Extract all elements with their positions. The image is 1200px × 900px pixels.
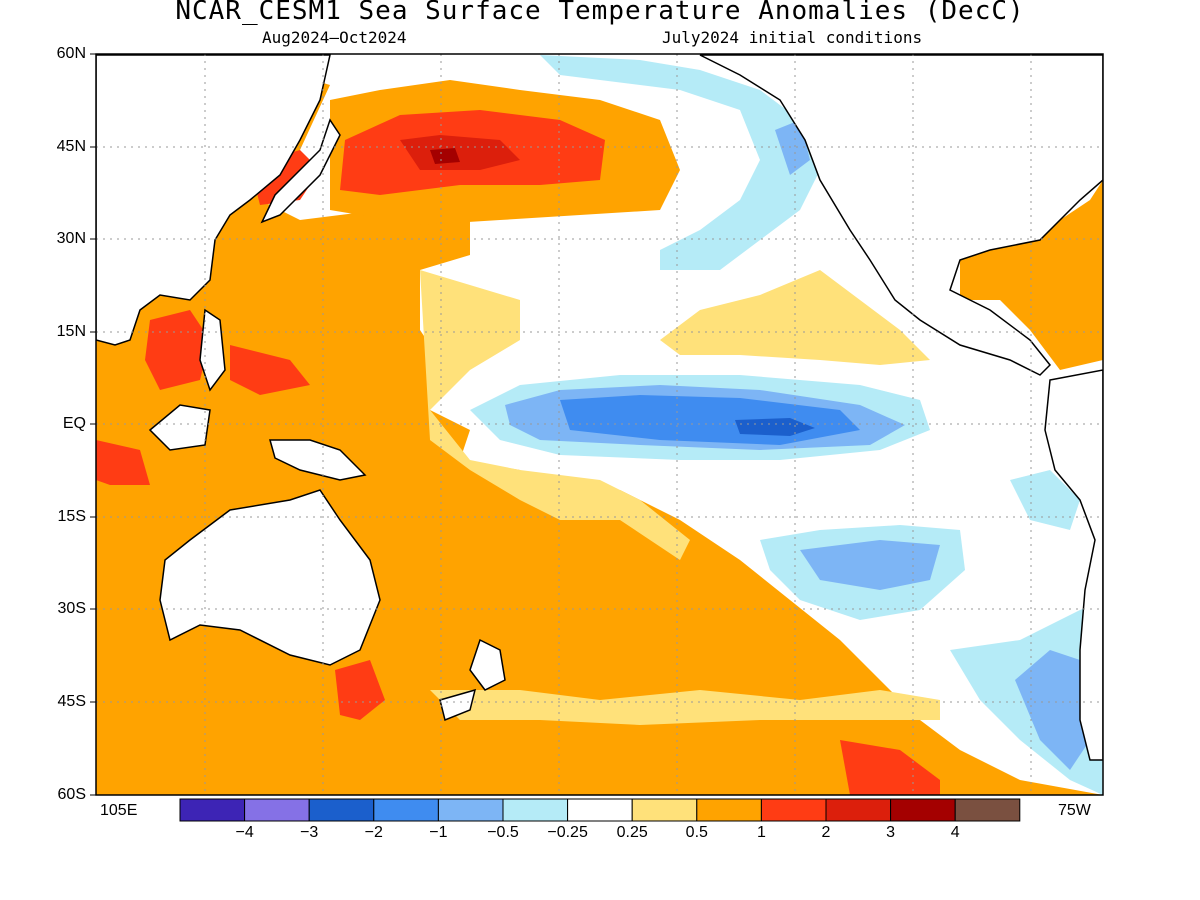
anomaly-region-red-pacific-warm-pool	[230, 345, 310, 395]
anomaly-region-yellow-3	[430, 690, 940, 725]
lon-label-right: 75W	[1058, 802, 1091, 819]
anomaly-region-red-nz	[335, 660, 385, 720]
lat-label-15s: 15S	[57, 508, 86, 525]
colorbar-label-1: −3	[300, 824, 319, 841]
land-nz-north	[469, 638, 506, 691]
colorbar-swatch-9	[760, 798, 827, 822]
lat-label-45n: 45N	[56, 138, 86, 155]
colorbar-swatch-3	[373, 798, 439, 822]
lat-label-60s: 60S	[57, 786, 86, 803]
colorbar-label-10: 3	[886, 824, 896, 841]
coastlines	[96, 54, 1103, 761]
colorbar-swatch-11	[890, 798, 956, 822]
land-borneo	[148, 404, 211, 451]
lat-label-45s: 45S	[57, 693, 86, 710]
anomaly-region-cyan-northeast	[540, 55, 820, 270]
lat-label-eq: EQ	[62, 415, 86, 432]
colorbar-swatch-2	[308, 798, 375, 822]
graticule	[96, 54, 1103, 795]
anomaly-region-cyan-peru	[1010, 470, 1080, 530]
lat-label-60n: 60N	[56, 45, 86, 62]
colorbar-label-4: −0.5	[487, 824, 519, 841]
land-nz-south	[439, 688, 477, 722]
anomaly-region-red-south	[840, 740, 940, 795]
anomaly-region-yellow-1	[420, 270, 690, 560]
map-title: NCAR_CESM1 Sea Surface Temperature Anoma…	[175, 0, 1025, 26]
map-field	[96, 54, 1103, 795]
anomaly-region-maxred-north	[430, 148, 460, 164]
anomaly-region-red-philippines	[145, 310, 210, 390]
colorbar-label-2: −2	[364, 824, 383, 841]
anomaly-region-yellow-2	[660, 270, 930, 365]
colorbar-label-6: 0.25	[616, 824, 648, 841]
anomaly-region-orange-gulf	[960, 180, 1103, 370]
colorbar-label-5: −0.25	[547, 824, 588, 841]
colorbar-swatch-8	[696, 798, 762, 822]
lat-label-15n: 15N	[56, 323, 86, 340]
anomaly-region-blue-southeast	[800, 540, 940, 590]
colorbar-swatch-5	[502, 798, 569, 822]
land-north-america	[699, 54, 1103, 376]
land-new-guinea	[269, 439, 367, 481]
anomaly-region-darkred-north	[400, 135, 520, 170]
colorbar-swatch-10	[825, 798, 892, 822]
lat-label-30s: 30S	[57, 600, 86, 617]
initial-conditions: July2024 initial conditions	[662, 28, 923, 47]
colorbar-label-0: −4	[235, 824, 254, 841]
colorbar-swatch-4	[437, 798, 504, 822]
colorbar-label-9: 2	[821, 824, 831, 841]
forecast-period: Aug2024–Oct2024	[262, 28, 407, 47]
land-asia	[96, 54, 331, 346]
anomaly-region-red-indonesia	[96, 440, 150, 485]
colorbar-swatch-12	[954, 798, 1021, 822]
lat-ticks	[90, 53, 96, 796]
lat-label-30n: 30N	[56, 230, 86, 247]
land-philippines	[199, 308, 226, 392]
lon-label-left: 105E	[100, 802, 138, 819]
colorbar-swatch-6	[567, 798, 633, 822]
colorbar-label-3: −1	[429, 824, 448, 841]
land-south-america	[1044, 369, 1103, 761]
colorbar-label-8: 1	[756, 824, 766, 841]
colorbar-swatch-0	[179, 798, 246, 822]
colorbar-swatch-1	[244, 798, 310, 822]
anomaly-region-darkblue-equator	[735, 418, 815, 436]
colorbar-label-7: 0.5	[685, 824, 708, 841]
anomaly-region-blue-chile	[1015, 650, 1090, 770]
colorbar-swatch-7	[631, 798, 698, 822]
colorbar-label-11: 4	[950, 824, 960, 841]
land-australia	[159, 489, 381, 666]
